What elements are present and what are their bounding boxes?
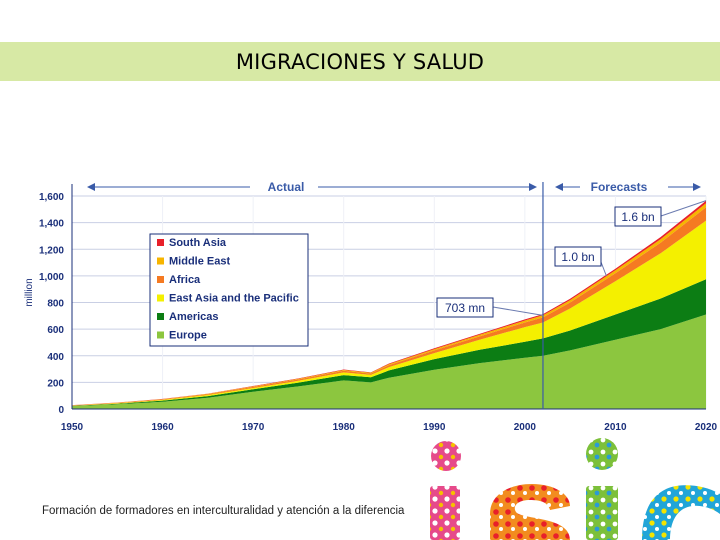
logo-letter-c	[642, 485, 720, 540]
annotation-box	[436, 297, 494, 318]
legend-swatch	[157, 313, 164, 320]
annotation-1: 703 mn	[436, 297, 544, 318]
legend-label: Europe	[169, 330, 207, 342]
y-tick-label: 1,200	[39, 245, 64, 256]
x-tick-label: 2020	[695, 422, 718, 433]
footer-text: Formación de formadores en intercultural…	[42, 505, 405, 517]
logo-dot-2	[586, 438, 618, 470]
logo-stroke-1	[430, 486, 460, 540]
x-tick-label: 2000	[514, 422, 537, 433]
y-tick-label: 0	[58, 405, 64, 416]
annotation-2: 1.0 bn	[554, 246, 607, 277]
annotation-label: 1.6 bn	[621, 210, 654, 224]
legend-label: Africa	[169, 274, 201, 286]
annotation-leader	[492, 306, 544, 316]
legend-label: East Asia and the Pacific	[169, 293, 299, 305]
legend-swatch	[157, 331, 164, 339]
x-tick-label: 1990	[423, 422, 446, 433]
legend-swatch	[157, 257, 164, 265]
y-tick-label: 1,600	[39, 192, 64, 203]
annotation-label: 1.0 bn	[561, 250, 594, 264]
logo-dot-1	[431, 441, 461, 471]
annotation-leader	[660, 200, 707, 217]
chart-legend: South Asia Middle East Africa East Asia and…	[149, 233, 309, 347]
decorative-dotted-logo	[430, 438, 720, 540]
y-tick-label: 1,000	[39, 272, 64, 283]
y-tick-label: 200	[47, 378, 64, 389]
y-tick-label: 600	[47, 325, 64, 336]
y-tick-label: 800	[47, 299, 64, 310]
x-tick-label: 1960	[151, 422, 174, 433]
legend-swatch	[157, 276, 164, 283]
legend-label: Americas	[169, 311, 219, 323]
slide-title: MIGRACIONES Y SALUD	[235, 50, 485, 74]
legend-label: Middle East	[169, 256, 230, 268]
annotation-box	[614, 206, 662, 227]
area-middle-east	[72, 203, 706, 406]
x-tick-label: 1950	[61, 422, 84, 433]
y-tick-label: 1,400	[39, 219, 64, 230]
area-americas	[72, 279, 706, 407]
logo-letter-s	[490, 484, 570, 540]
annotation-leader	[600, 261, 607, 277]
title-bar: MIGRACIONES Y SALUD	[0, 42, 720, 81]
banner-actual: Actual	[268, 180, 305, 194]
legend-box	[149, 233, 309, 347]
migration-chart: 0 200 400 600 800 1,000 1,200 1,400 1,600 1950 196…	[24, 180, 718, 433]
x-tick-label: 1970	[242, 422, 265, 433]
area-east-asia-and-the-pacific	[72, 220, 706, 406]
annotation-label: 703 mn	[445, 301, 485, 315]
annotation-3: 1.6 bn	[614, 200, 707, 227]
legend-swatch	[157, 294, 164, 302]
area-africa	[72, 207, 706, 406]
logo-stroke-2	[586, 486, 618, 540]
legend-swatch	[157, 239, 164, 246]
area-europe	[72, 314, 706, 409]
legend-label: South Asia	[169, 237, 227, 249]
y-tick-label: 400	[47, 352, 64, 363]
x-tick-label: 1980	[333, 422, 356, 433]
banner-forecasts: Forecasts	[591, 180, 648, 194]
y-axis-label: million	[24, 278, 35, 306]
x-tick-label: 2010	[604, 422, 627, 433]
annotation-box	[554, 246, 602, 267]
